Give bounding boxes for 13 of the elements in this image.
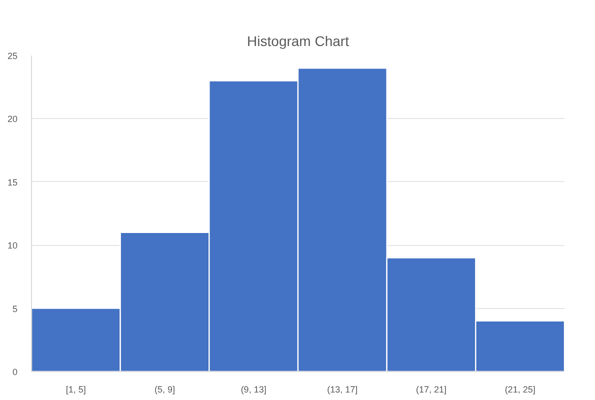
y-tick-label: 5 [12, 304, 18, 314]
x-tick-label: (5, 9] [154, 384, 176, 394]
chart-title: Histogram Chart [247, 33, 350, 49]
x-tick-label: (21, 25] [504, 384, 536, 394]
x-tick-label: (9, 13] [240, 384, 266, 394]
y-tick-label: 25 [7, 51, 18, 61]
y-tick-label: 15 [7, 177, 18, 188]
y-tick-label: 10 [7, 240, 18, 251]
y-tick-label: 0 [12, 367, 18, 377]
x-tick-label: (13, 17] [327, 384, 358, 394]
x-tick-label: (17, 21] [416, 384, 447, 394]
x-tick-label: [1, 5] [66, 384, 86, 394]
y-tick-label: 20 [7, 114, 18, 124]
